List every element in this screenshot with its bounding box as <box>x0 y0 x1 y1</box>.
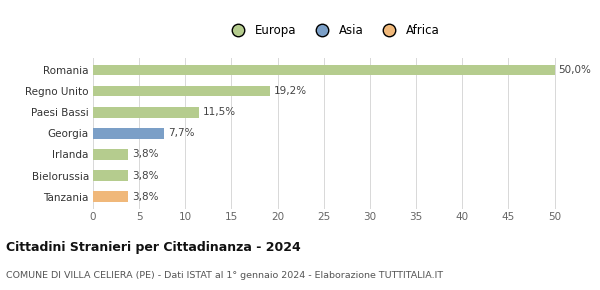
Text: 19,2%: 19,2% <box>274 86 307 96</box>
Bar <box>93 149 128 160</box>
Text: 3,8%: 3,8% <box>132 149 158 160</box>
Bar <box>93 107 199 117</box>
Text: 7,7%: 7,7% <box>168 128 194 138</box>
Text: 3,8%: 3,8% <box>132 171 158 181</box>
Text: Cittadini Stranieri per Cittadinanza - 2024: Cittadini Stranieri per Cittadinanza - 2… <box>6 241 301 254</box>
Bar <box>93 65 554 75</box>
Text: 50,0%: 50,0% <box>558 65 591 75</box>
Text: 3,8%: 3,8% <box>132 192 158 202</box>
Text: COMUNE DI VILLA CELIERA (PE) - Dati ISTAT al 1° gennaio 2024 - Elaborazione TUTT: COMUNE DI VILLA CELIERA (PE) - Dati ISTA… <box>6 271 443 280</box>
Bar <box>93 128 164 139</box>
Bar <box>93 191 128 202</box>
Legend: Europa, Asia, Africa: Europa, Asia, Africa <box>224 22 442 39</box>
Text: 11,5%: 11,5% <box>203 107 236 117</box>
Bar <box>93 86 270 97</box>
Bar <box>93 170 128 181</box>
